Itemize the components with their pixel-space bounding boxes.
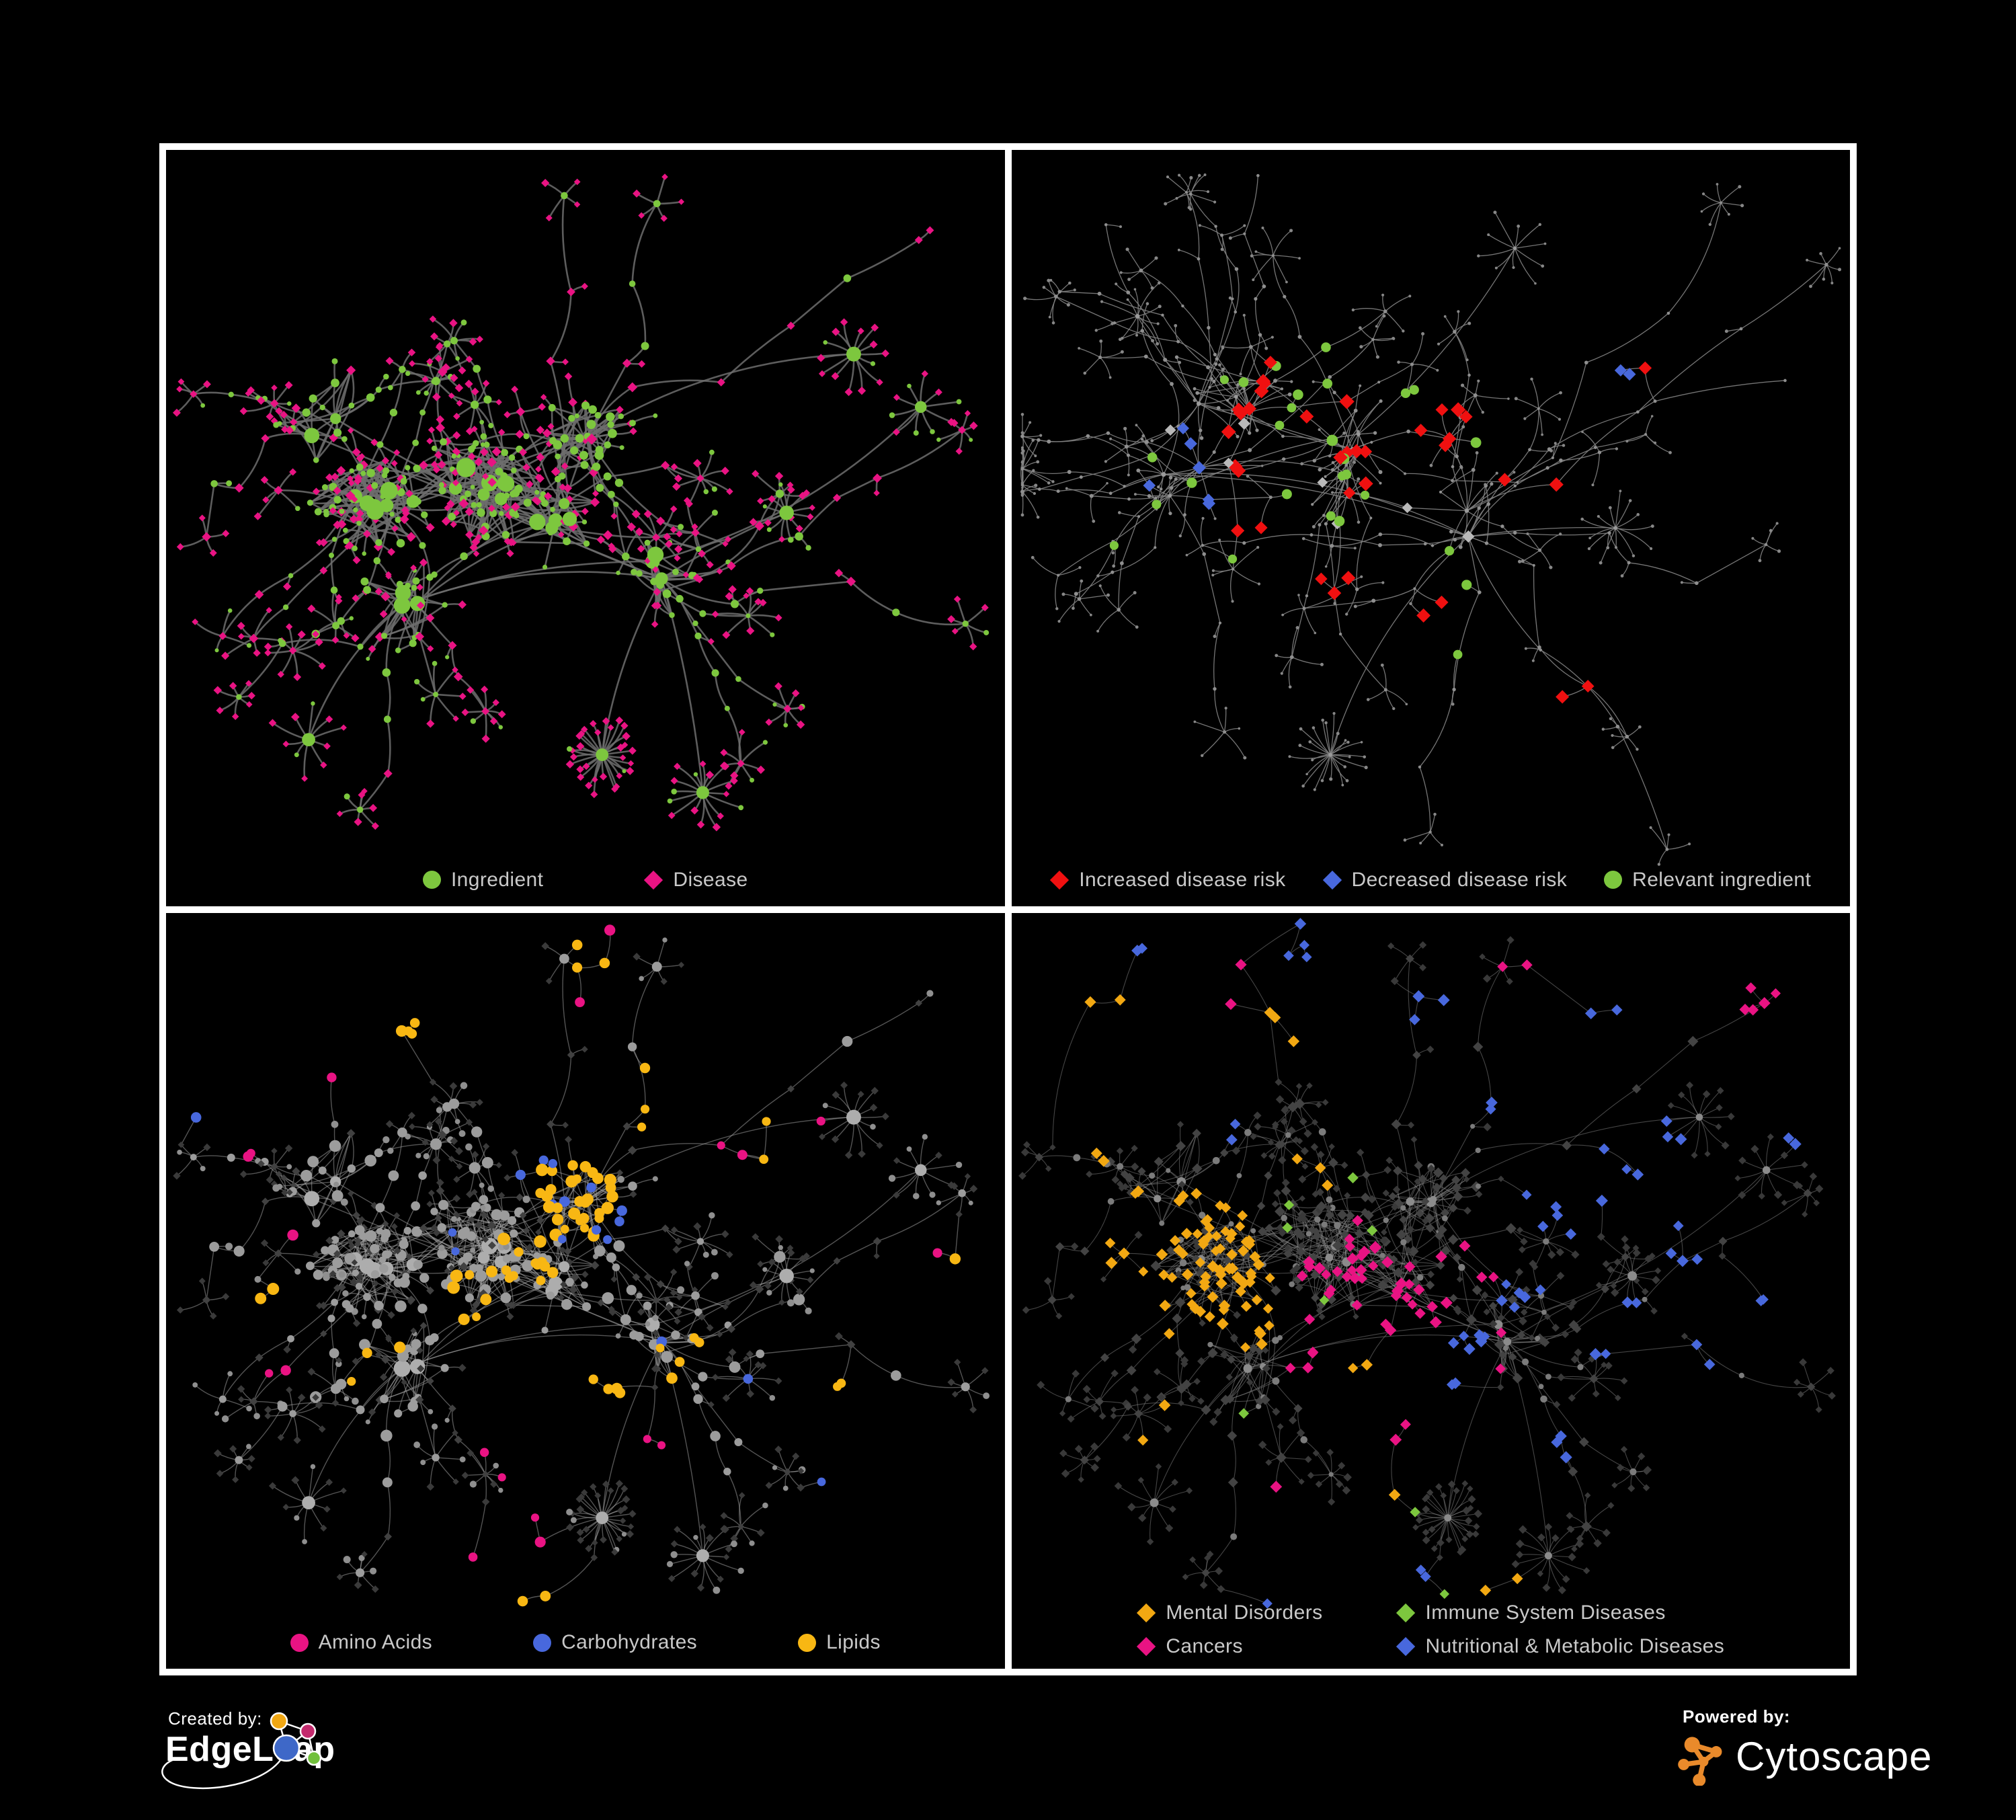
legend-item: Relevant ingredient bbox=[1604, 869, 1811, 892]
legend-item: Ingredient bbox=[422, 868, 544, 892]
panel-grid: Ingredient Disease Increased disease risk… bbox=[159, 143, 1857, 1675]
legend-ingredient-disease: Ingredient Disease bbox=[166, 869, 1005, 892]
legend-label: Cancers bbox=[1166, 1635, 1243, 1657]
legend-label: Carbohydrates bbox=[561, 1631, 698, 1653]
legend-swatch-circle-icon bbox=[1604, 871, 1623, 889]
legend-item: Amino Acids bbox=[290, 1631, 432, 1654]
legend-label: Immune System Diseases bbox=[1425, 1601, 1666, 1624]
legend-item: Nutritional & Metabolic Diseases bbox=[1396, 1635, 1725, 1658]
legend-label: Relevant ingredient bbox=[1632, 868, 1812, 891]
disease-risk-network-graph bbox=[1020, 173, 1841, 866]
legend-item: Carbohydrates bbox=[533, 1631, 697, 1654]
legend-swatch-circle-icon bbox=[422, 871, 441, 889]
cytoscape-brand-text: Cytoscape bbox=[1736, 1734, 1933, 1779]
legend-swatch-diamond-icon bbox=[1137, 1636, 1156, 1657]
cytoscape-logo-icon bbox=[1678, 1737, 1722, 1786]
edgeleap-logo-icon bbox=[161, 1712, 322, 1790]
legend-item: Decreased disease risk bbox=[1322, 868, 1568, 892]
legend-nutrient-classes: Amino Acids Carbohydrates Lipids bbox=[166, 1631, 1005, 1654]
legend-label: Amino Acids bbox=[318, 1631, 433, 1653]
legend-swatch-circle-icon bbox=[533, 1633, 552, 1652]
legend-swatch-diamond-icon bbox=[1396, 1603, 1416, 1623]
panel-disease-classes: Mental Disorders Immune System Diseases Ca… bbox=[1011, 912, 1850, 1669]
nutrient-class-network-graph bbox=[173, 924, 990, 1606]
powered-by-label: Powered by: bbox=[1683, 1706, 1791, 1727]
disease-class-network-graph bbox=[1018, 917, 1836, 1609]
legend-label: Mental Disorders bbox=[1166, 1601, 1323, 1624]
legend-item: Disease bbox=[644, 869, 748, 892]
legend-label: Nutritional & Metabolic Diseases bbox=[1425, 1635, 1725, 1657]
ingredient-disease-network-graph bbox=[172, 173, 990, 832]
legend-swatch-diamond-icon bbox=[1396, 1636, 1416, 1657]
panel-ingredient-disease: Ingredient Disease bbox=[166, 150, 1005, 906]
legend-disease-classes: Mental Disorders Immune System Diseases Ca… bbox=[1137, 1601, 1724, 1658]
legend-swatch-diamond-icon bbox=[1137, 1603, 1156, 1623]
legend-item: Mental Disorders bbox=[1137, 1601, 1322, 1624]
panel-nutrient-classes: Amino Acids Carbohydrates Lipids bbox=[166, 912, 1005, 1669]
legend-item: Cancers bbox=[1137, 1635, 1243, 1658]
legend-swatch-circle-icon bbox=[290, 1633, 309, 1652]
created-by-label: Created by: bbox=[168, 1708, 262, 1729]
legend-swatch-circle-icon bbox=[798, 1633, 817, 1652]
legend-label: Lipids bbox=[826, 1631, 881, 1653]
legend-swatch-diamond-icon bbox=[1050, 870, 1070, 889]
panel-disease-risk: Increased disease risk Decreased disease … bbox=[1011, 150, 1851, 906]
legend-item: Increased disease risk bbox=[1050, 869, 1285, 892]
legend-item: Lipids bbox=[798, 1631, 881, 1654]
legend-item: Immune System Diseases bbox=[1396, 1601, 1666, 1624]
legend-label: Increased disease risk bbox=[1079, 868, 1286, 891]
legend-label: Ingredient bbox=[450, 868, 544, 891]
legend-label: Decreased disease risk bbox=[1351, 868, 1568, 891]
legend-label: Disease bbox=[673, 868, 748, 891]
legend-disease-risk: Increased disease risk Decreased disease … bbox=[1012, 869, 1851, 892]
legend-swatch-diamond-icon bbox=[644, 870, 663, 889]
legend-swatch-diamond-icon bbox=[1322, 870, 1342, 889]
